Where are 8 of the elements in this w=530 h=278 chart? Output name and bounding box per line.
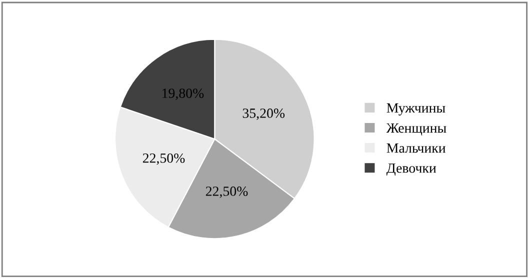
- legend-label: Мальчики: [386, 144, 446, 153]
- data-label: 22,50%: [142, 153, 185, 165]
- legend-label: Женщины: [386, 123, 446, 136]
- legend-label: Мужчины: [386, 103, 446, 116]
- data-label: 19,80%: [162, 88, 204, 100]
- data-label: 35,20%: [242, 108, 285, 120]
- legend-label: Девочки: [386, 164, 436, 176]
- data-label: 22,50%: [206, 186, 248, 198]
